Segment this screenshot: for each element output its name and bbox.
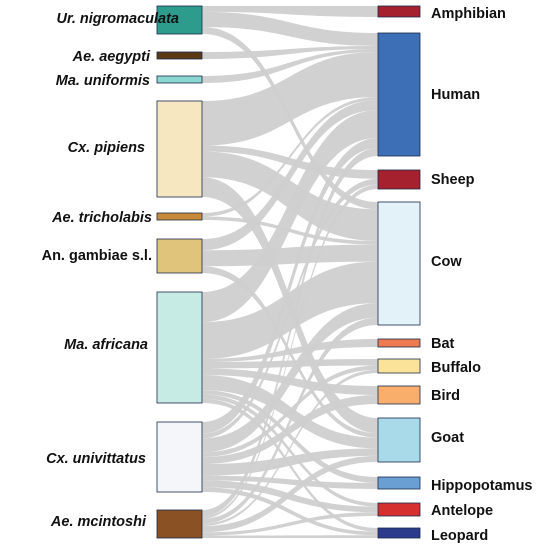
label-bird: Bird xyxy=(431,388,460,404)
link-aet-to-human xyxy=(202,97,378,217)
label-ma-africana: Ma. africana xyxy=(64,337,148,353)
link-cxu-to-sheep xyxy=(202,178,378,439)
link-aem-to-cow xyxy=(202,317,378,524)
label-cx-univittatus: Cx. univittatus xyxy=(46,451,146,467)
host-node-amphibian xyxy=(377,5,421,18)
mosquito-node-ae-tricholabis xyxy=(156,212,203,221)
label-cow: Cow xyxy=(431,254,462,270)
links-layer xyxy=(202,6,378,538)
link-aem-to-antelope xyxy=(202,512,378,536)
label-human: Human xyxy=(431,87,481,103)
link-aeae-to-human xyxy=(202,46,378,59)
mosquito-node-an-gambiae-s-l xyxy=(156,238,203,274)
label-antelope: Antelope xyxy=(431,503,494,519)
label-bat: Bat xyxy=(431,336,455,352)
link-maa-to-buffalo xyxy=(202,359,378,369)
label-ma-uniformis: Ma. uniformis xyxy=(55,73,150,89)
mosquito-node-ma-uniformis xyxy=(156,75,203,84)
label-goat: Goat xyxy=(431,430,465,446)
label-buffalo: Buffalo xyxy=(431,360,481,376)
link-maa-to-human xyxy=(202,110,378,323)
label-hippopotamus: Hippopotamus xyxy=(431,478,533,494)
host-node-bat xyxy=(377,338,421,348)
link-cxu-to-bird xyxy=(202,395,378,464)
label-an-gambiae: An. gambiae s.l. xyxy=(41,248,152,264)
host-node-sheep xyxy=(377,169,421,190)
link-ur-to-amphibian xyxy=(202,6,378,17)
link-aem-to-human xyxy=(202,148,378,517)
link-ang-to-cow xyxy=(202,244,378,267)
host-node-antelope xyxy=(377,502,421,517)
mosquito-nodes xyxy=(156,5,203,539)
label-sheep: Sheep xyxy=(431,172,475,188)
link-ang-to-human xyxy=(202,100,378,251)
mosquito-node-ur-nigromaculata xyxy=(156,5,203,35)
link-cxu-to-goat xyxy=(202,448,378,476)
link-maa-to-antelope xyxy=(202,394,378,507)
mosquito-node-ae-aegypti xyxy=(156,51,203,60)
label-amphibian: Amphibian xyxy=(431,6,506,22)
label-cx-pipiens: Cx. pipiens xyxy=(67,140,145,156)
link-cxp-to-cow xyxy=(202,151,378,241)
label-ae-aegypti: Ae. aegypti xyxy=(72,49,150,65)
link-cxu-to-cow xyxy=(202,303,378,453)
host-node-cow xyxy=(377,201,421,326)
link-aem-to-goat xyxy=(202,455,378,533)
host-node-leopard xyxy=(377,527,421,539)
host-node-bird xyxy=(377,385,421,405)
link-maa-to-hippopotamus xyxy=(202,390,378,483)
link-cxu-to-buffalo xyxy=(202,365,378,457)
host-node-hippopotamus xyxy=(377,476,421,490)
label-leopard: Leopard xyxy=(431,528,489,544)
label-ae-tricholabis: Ae. tricholabis xyxy=(52,210,152,226)
link-cxu-to-leopard xyxy=(202,487,378,536)
link-cxp-to-human xyxy=(202,52,378,146)
link-aem-to-buffalo xyxy=(202,369,378,526)
mosquito-node-ae-mcintoshi xyxy=(156,509,203,539)
host-node-goat xyxy=(377,417,421,463)
link-aem-to-leopard xyxy=(202,535,378,538)
mosquito-node-cx-univittatus xyxy=(156,421,203,493)
link-cxu-to-human xyxy=(202,138,378,434)
host-nodes xyxy=(377,5,421,539)
host-node-human xyxy=(377,32,421,157)
label-ae-mcintoshi: Ae. mcintoshi xyxy=(50,514,146,530)
link-mau-to-human xyxy=(202,49,378,83)
host-node-buffalo xyxy=(377,358,421,374)
link-aem-to-sheep xyxy=(202,184,378,519)
link-cxu-to-hippopotamus xyxy=(202,475,378,489)
mosquito-node-ma-africana xyxy=(156,291,203,404)
link-ur-to-human xyxy=(202,11,378,47)
label-ur-nigromaculata: Ur. nigromaculata xyxy=(56,11,179,27)
link-aet-to-cow xyxy=(202,216,378,245)
mosquito-node-cx-pipiens xyxy=(156,100,203,198)
